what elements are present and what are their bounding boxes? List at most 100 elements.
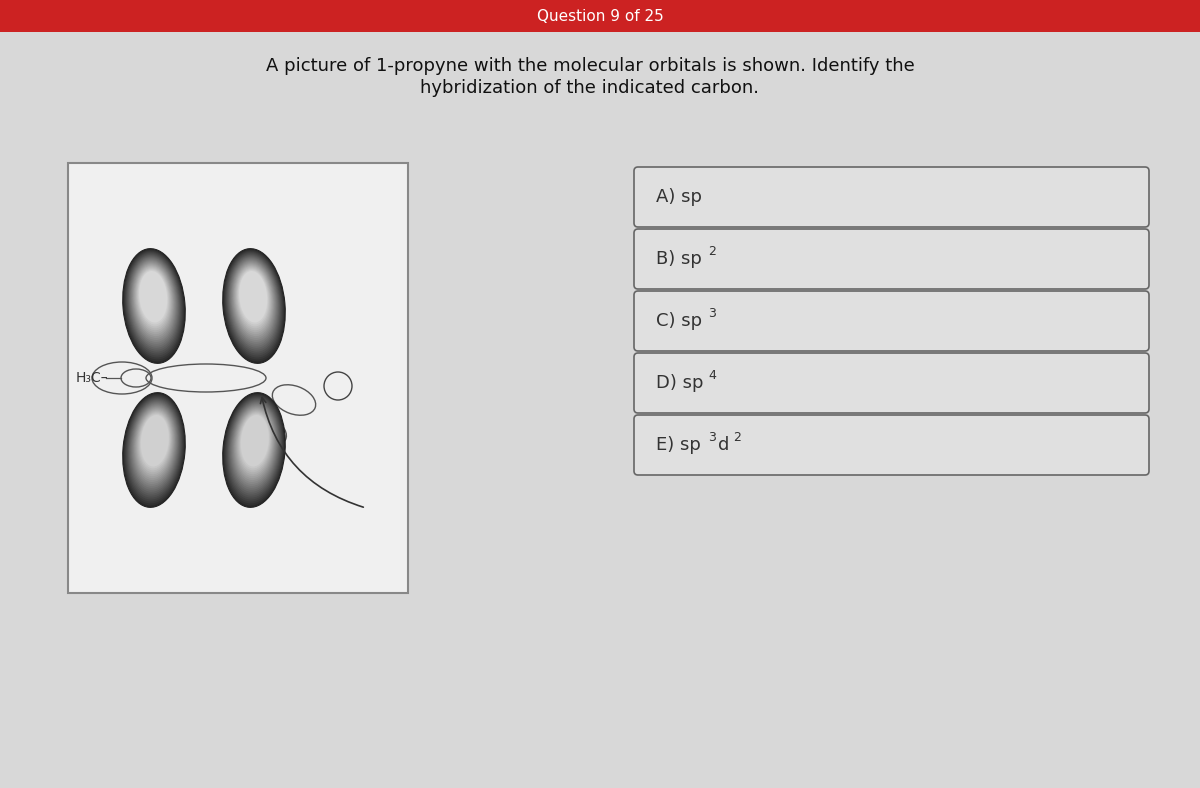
Ellipse shape — [226, 396, 283, 501]
Ellipse shape — [132, 404, 176, 486]
Text: 3: 3 — [708, 430, 716, 444]
Ellipse shape — [233, 405, 276, 484]
Ellipse shape — [126, 397, 182, 500]
Ellipse shape — [125, 251, 184, 359]
Ellipse shape — [122, 392, 185, 507]
Ellipse shape — [236, 268, 270, 329]
Ellipse shape — [234, 407, 275, 482]
Ellipse shape — [236, 266, 271, 330]
Ellipse shape — [124, 394, 185, 505]
Ellipse shape — [131, 259, 176, 344]
Ellipse shape — [134, 407, 174, 480]
Ellipse shape — [126, 253, 182, 355]
Ellipse shape — [136, 266, 172, 333]
Ellipse shape — [238, 269, 269, 326]
Ellipse shape — [234, 263, 274, 336]
Ellipse shape — [224, 395, 283, 504]
Text: 2: 2 — [708, 244, 716, 258]
Ellipse shape — [223, 392, 286, 507]
Ellipse shape — [132, 262, 175, 340]
Ellipse shape — [229, 400, 280, 494]
Ellipse shape — [133, 262, 174, 338]
Ellipse shape — [136, 408, 174, 478]
Text: d: d — [718, 436, 730, 454]
Ellipse shape — [128, 399, 181, 496]
Ellipse shape — [227, 254, 281, 354]
Ellipse shape — [133, 405, 176, 484]
FancyBboxPatch shape — [68, 163, 408, 593]
Text: A) sp: A) sp — [656, 188, 702, 206]
Ellipse shape — [230, 259, 277, 344]
Ellipse shape — [240, 414, 270, 469]
Ellipse shape — [125, 252, 182, 358]
FancyBboxPatch shape — [634, 353, 1150, 413]
Text: hybridization of the indicated carbon.: hybridization of the indicated carbon. — [420, 79, 760, 97]
Ellipse shape — [125, 395, 184, 504]
Ellipse shape — [228, 399, 281, 496]
Ellipse shape — [238, 411, 272, 474]
Ellipse shape — [131, 403, 178, 488]
Ellipse shape — [234, 265, 272, 334]
Ellipse shape — [138, 412, 172, 472]
Ellipse shape — [232, 260, 276, 342]
Ellipse shape — [238, 412, 271, 472]
Ellipse shape — [232, 262, 275, 340]
Ellipse shape — [224, 251, 283, 359]
Ellipse shape — [138, 269, 168, 325]
Ellipse shape — [236, 410, 272, 476]
Ellipse shape — [229, 401, 280, 492]
FancyBboxPatch shape — [634, 167, 1150, 227]
Ellipse shape — [235, 408, 274, 478]
Ellipse shape — [134, 407, 175, 482]
FancyBboxPatch shape — [634, 415, 1150, 475]
Ellipse shape — [228, 256, 280, 350]
Ellipse shape — [226, 397, 282, 500]
Text: B) sp: B) sp — [656, 250, 702, 268]
Ellipse shape — [227, 255, 280, 351]
Ellipse shape — [232, 404, 277, 486]
Ellipse shape — [137, 268, 170, 329]
Ellipse shape — [226, 253, 282, 355]
Ellipse shape — [124, 250, 185, 362]
Bar — [0, 0, 1200, 32]
Ellipse shape — [130, 258, 178, 346]
Ellipse shape — [241, 415, 269, 466]
Text: E) sp: E) sp — [656, 436, 701, 454]
Ellipse shape — [127, 398, 181, 498]
Ellipse shape — [134, 265, 173, 334]
Ellipse shape — [128, 257, 179, 348]
Ellipse shape — [125, 396, 182, 501]
Ellipse shape — [127, 255, 180, 351]
Ellipse shape — [127, 254, 181, 354]
FancyBboxPatch shape — [634, 229, 1150, 289]
Ellipse shape — [137, 410, 173, 476]
Ellipse shape — [133, 263, 173, 336]
Ellipse shape — [226, 252, 283, 358]
Ellipse shape — [130, 401, 179, 492]
Ellipse shape — [235, 266, 271, 333]
Ellipse shape — [239, 413, 270, 470]
Ellipse shape — [229, 258, 277, 346]
Ellipse shape — [239, 269, 268, 325]
Ellipse shape — [131, 260, 176, 342]
Text: D) sp: D) sp — [656, 374, 703, 392]
Ellipse shape — [140, 414, 169, 469]
Ellipse shape — [128, 400, 180, 494]
Ellipse shape — [223, 249, 286, 363]
Ellipse shape — [140, 415, 169, 466]
Ellipse shape — [223, 250, 284, 362]
Text: 4: 4 — [708, 369, 716, 381]
FancyBboxPatch shape — [634, 291, 1150, 351]
Text: A picture of 1-propyne with the molecular orbitals is shown. Identify the: A picture of 1-propyne with the molecula… — [265, 57, 914, 75]
Ellipse shape — [229, 257, 278, 348]
Ellipse shape — [137, 411, 172, 474]
Ellipse shape — [122, 249, 185, 363]
Ellipse shape — [139, 271, 167, 322]
Ellipse shape — [227, 398, 281, 498]
Text: H₃C–: H₃C– — [76, 371, 109, 385]
Ellipse shape — [136, 266, 170, 330]
Ellipse shape — [138, 269, 169, 326]
Ellipse shape — [239, 271, 268, 322]
Text: Question 9 of 25: Question 9 of 25 — [536, 9, 664, 24]
Ellipse shape — [232, 403, 277, 488]
